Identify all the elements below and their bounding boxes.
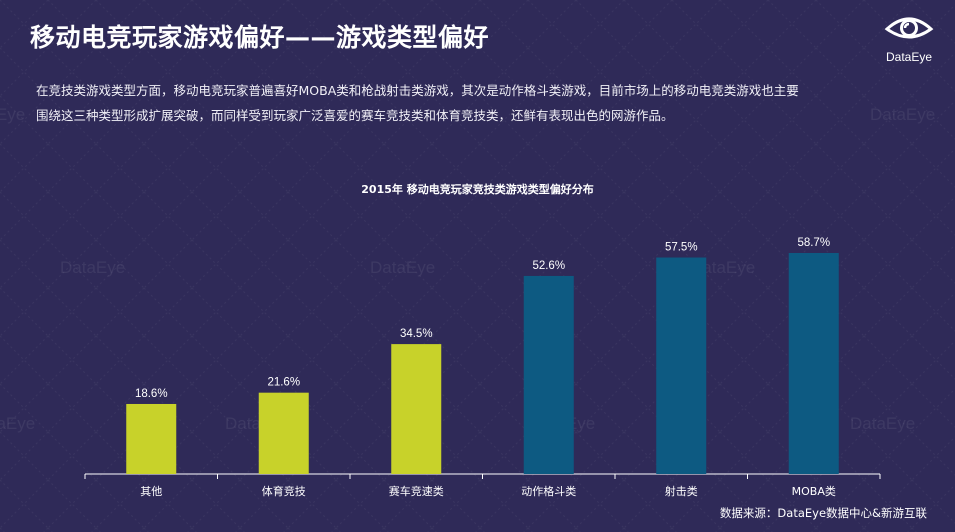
watermark: DataEye: [690, 258, 756, 277]
bar: [391, 344, 442, 474]
bar: [656, 257, 707, 474]
chart-title: 2015年 移动电竞玩家竞技类游戏类型偏好分布: [361, 183, 594, 196]
logo-text: DataEye: [885, 50, 933, 64]
description-line: 在竞技类游戏类型方面，移动电竞玩家普遍喜好MOBA类和枪战射击类游戏，其次是动作…: [36, 83, 799, 98]
bar: [126, 403, 177, 474]
bar-value-label: 18.6%: [135, 388, 168, 400]
description-line: 围绕这三种类型形成扩展突破，而同样受到玩家广泛喜爱的赛车竞技类和体育竞技类，还鲜…: [36, 108, 674, 123]
x-tick-label: 赛车竞速类: [389, 484, 444, 498]
x-tick-label: 射击类: [665, 484, 698, 498]
watermark: DataEye: [0, 105, 26, 124]
x-tick-label: 其他: [140, 485, 162, 498]
dataeye-logo: DataEye: [877, 12, 941, 64]
page-title: 移动电竞玩家游戏偏好——游戏类型偏好: [30, 23, 490, 52]
x-tick-label: 体育竞技: [262, 484, 306, 498]
watermark: DataEye: [370, 258, 436, 277]
bar: [788, 253, 839, 474]
watermark-row: DataEye DataEye: [0, 105, 955, 125]
watermark: DataEye: [60, 258, 126, 277]
description: 在竞技类游戏类型方面，移动电竞玩家普遍喜好MOBA类和枪战射击类游戏，其次是动作…: [36, 78, 896, 128]
bar: [523, 275, 574, 474]
watermark: DataEye: [0, 414, 36, 433]
watermark: DataEye: [870, 105, 936, 124]
x-tick-label: 动作格斗类: [521, 484, 576, 498]
bar: [258, 392, 309, 474]
bar-value-label: 58.7%: [797, 237, 830, 249]
watermark: DataEye: [850, 414, 916, 433]
x-tick-label: MOBA类: [792, 484, 836, 498]
bar-value-label: 57.5%: [665, 242, 698, 254]
bar-value-label: 34.5%: [400, 328, 433, 340]
watermark-row: DataEye DataEye DataEye: [0, 258, 955, 278]
bar-value-label: 21.6%: [267, 377, 300, 389]
eye-icon: [884, 17, 934, 39]
data-source: 数据来源：DataEye数据中心&新游互联: [719, 506, 927, 520]
bar-value-label: 52.6%: [532, 260, 565, 272]
